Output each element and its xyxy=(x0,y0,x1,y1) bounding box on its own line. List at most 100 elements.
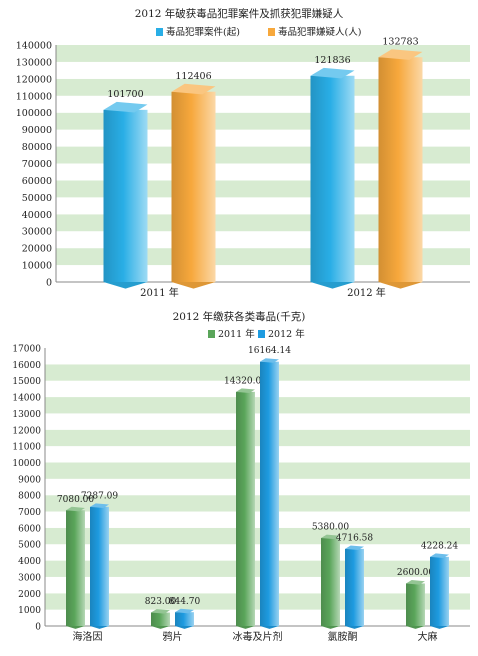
chart2-grid-band xyxy=(45,462,470,479)
chart1-data-label: 112406 xyxy=(175,71,211,82)
chart1-xtick-label: 2011 年 xyxy=(140,286,179,299)
chart1-grid-band xyxy=(56,45,470,62)
chart2-ytick-label: 9000 xyxy=(18,475,41,485)
chart2-grid-band xyxy=(45,413,470,430)
chart2-bar xyxy=(321,534,340,629)
chart1-ytick-label: 130000 xyxy=(16,57,52,68)
chart2-grid-band xyxy=(45,478,470,496)
chart2-data-label: 5380.00 xyxy=(312,523,349,533)
chart1-ytick-label: 20000 xyxy=(22,244,52,255)
chart1-xtick-label: 2012 年 xyxy=(347,286,386,299)
chart2-ytick-label: 5000 xyxy=(18,541,41,551)
chart1-data-label: 101700 xyxy=(107,89,143,100)
chart2-data-label: 14320.00 xyxy=(224,376,267,386)
chart2-data-label: 16164.14 xyxy=(248,346,291,356)
chart2-ytick-label: 16000 xyxy=(12,361,41,371)
chart1-ytick-label: 90000 xyxy=(22,125,52,136)
chart1-ytick-label: 50000 xyxy=(22,193,52,204)
chart2-data-label: 844.70 xyxy=(169,597,201,607)
chart-drugs-seized: 2012 年缴获各类毒品(千克) 2011 年 2012 年 0 1000 2000 300… xyxy=(12,310,470,643)
chart2-grid-band xyxy=(45,397,470,414)
chart2-xtick-label: 冰毒及片剂 xyxy=(233,630,283,643)
chart2-legend: 2011 年 2012 年 xyxy=(208,328,305,340)
chart2-ytick-label: 4000 xyxy=(18,557,41,567)
chart1-ytick-label: 0 xyxy=(46,278,52,289)
chart2-ytick-label: 12000 xyxy=(12,426,41,436)
chart2-xtick-label: 大麻 xyxy=(418,630,438,643)
chart1-grid-band xyxy=(56,95,470,113)
chart1-bar xyxy=(171,83,216,289)
chart2-grid-band xyxy=(45,364,470,381)
chart2-ytick-label: 10000 xyxy=(12,459,41,469)
chart1-bar xyxy=(103,101,148,289)
chart2-legend-label-0: 2011 年 xyxy=(218,328,255,340)
chart2-ytick-label: 11000 xyxy=(12,443,41,453)
chart2-data-label: 2600.00 xyxy=(397,568,434,578)
chart2-ytick-label: 8000 xyxy=(18,492,41,502)
chart2-ytick-label: 7000 xyxy=(18,508,41,518)
chart2-bar xyxy=(90,503,109,629)
chart1-grid xyxy=(56,45,470,282)
chart2-data-label: 7287.09 xyxy=(81,491,118,501)
chart2-bar xyxy=(406,580,425,629)
chart2-ytick-label: 3000 xyxy=(18,573,41,583)
chart1-grid-band xyxy=(56,112,470,130)
chart1-data-label: 132783 xyxy=(382,36,418,47)
chart1-grid-band xyxy=(56,197,470,215)
chart1-grid-band xyxy=(56,231,470,249)
chart2-ytick-label: 0 xyxy=(35,623,41,633)
chart2-bar xyxy=(66,506,85,629)
chart1-grid-band xyxy=(56,78,470,96)
chart2-grid-band xyxy=(45,511,470,528)
chart2-bar xyxy=(175,608,194,629)
chart1-grid-band xyxy=(56,248,470,266)
chart1-legend: 毒品犯罪案件(起) 毒品犯罪嫌疑人(人) xyxy=(156,26,361,38)
chart2-bar xyxy=(345,545,364,629)
chart1-legend-swatch-0 xyxy=(156,28,163,36)
chart2-title: 2012 年缴获各类毒品(千克) xyxy=(173,310,306,323)
chart1-ytick-label: 70000 xyxy=(22,159,52,170)
chart2-ytick-label: 1000 xyxy=(18,606,41,616)
chart1-grid-band xyxy=(56,129,470,147)
chart1-ytick-label: 60000 xyxy=(22,176,52,187)
chart2-bar xyxy=(236,388,255,629)
chart1-data-label: 121836 xyxy=(314,55,350,66)
chart1-ytick-label: 110000 xyxy=(16,91,52,102)
chart1-bar xyxy=(310,67,355,289)
chart1-bar xyxy=(378,49,423,289)
chart1-ytick-label: 30000 xyxy=(22,227,52,238)
chart2-ytick-label: 6000 xyxy=(18,524,41,534)
chart2-xtick-label: 海洛因 xyxy=(73,630,103,643)
chart1-ytick-label: 120000 xyxy=(16,74,52,85)
chart1-ytick-label: 100000 xyxy=(16,108,52,119)
chart2-ytick-label: 15000 xyxy=(12,377,41,387)
chart2-ytick-label: 2000 xyxy=(18,590,41,600)
chart2-legend-swatch-0 xyxy=(208,330,215,338)
chart2-legend-swatch-1 xyxy=(258,330,265,338)
chart2-data-label: 7080.00 xyxy=(57,495,94,505)
chart2-legend-label-1: 2012 年 xyxy=(268,328,305,340)
chart1-ytick-label: 10000 xyxy=(22,261,52,272)
chart1-ytick-label: 40000 xyxy=(22,210,52,221)
chart1-ytick-label: 140000 xyxy=(16,41,52,52)
chart2-xtick-label: 鸦片 xyxy=(163,630,183,643)
chart1-grid-band xyxy=(56,180,470,198)
chart1-legend-label-0: 毒品犯罪案件(起) xyxy=(166,26,240,38)
chart1-title: 2012 年破获毒品犯罪案件及抓获犯罪嫌疑人 xyxy=(135,7,344,20)
chart1-grid-band xyxy=(56,146,470,164)
chart2-grid-band xyxy=(45,348,470,365)
chart2-ytick-label: 14000 xyxy=(12,394,41,404)
chart1-grid-band xyxy=(56,61,470,79)
chart2-data-label: 4716.58 xyxy=(336,533,373,543)
chart2-grid-band xyxy=(45,495,470,512)
chart1-grid-band xyxy=(56,214,470,232)
chart1-ytick-label: 80000 xyxy=(22,142,52,153)
chart2-grid-band xyxy=(45,446,470,463)
chart2-data-label: 4228.24 xyxy=(421,541,458,551)
chart1-legend-label-1: 毒品犯罪嫌疑人(人) xyxy=(278,26,361,38)
chart2-grid-band xyxy=(45,429,470,447)
chart2-ytick-label: 17000 xyxy=(12,345,41,355)
chart1-legend-swatch-1 xyxy=(268,28,275,36)
